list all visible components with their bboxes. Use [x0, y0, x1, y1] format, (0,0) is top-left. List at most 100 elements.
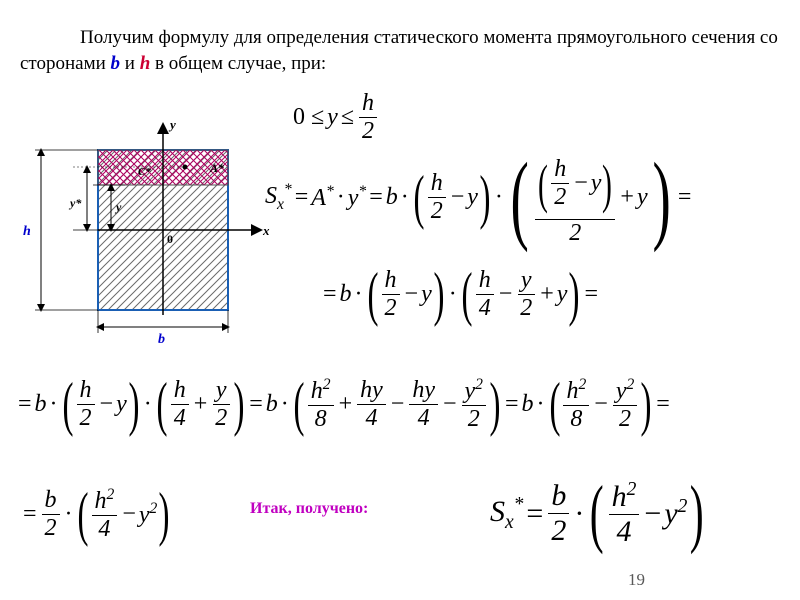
cross-section-diagram: y x 0 A* C* y y* h b [15, 115, 270, 355]
l3-dot1: · [47, 391, 61, 418]
l3-eq1: = [15, 391, 35, 418]
l3-rp1: ) [128, 370, 139, 439]
l2-minus2: − [496, 281, 516, 308]
l1-A-sup: * [326, 183, 334, 200]
b-dim-label: b [158, 332, 165, 347]
l2-rp1: ) [433, 260, 444, 329]
l1-minus: − [448, 184, 468, 211]
l2-lp2: ( [461, 260, 472, 329]
l3-lp3: ( [293, 370, 304, 439]
l2-lp1: ( [367, 260, 378, 329]
l3-lp1: ( [62, 370, 73, 439]
equation-line-4: = b2 · ( h24 − y2 ) [20, 480, 171, 549]
final-b2: b2 [548, 479, 569, 548]
l1-h2: h2 [428, 170, 446, 225]
l3-dot3: · [278, 391, 292, 418]
equation-line-2: = b · ( h2 − y ) · ( h4 − y2 + y ) = [320, 260, 601, 329]
l2-dot2: · [446, 281, 460, 308]
a-star-label: A* [209, 161, 225, 175]
sx-sub: x [277, 196, 284, 213]
l2-y: y [421, 281, 432, 308]
l1-rp-outer: ) [652, 140, 670, 255]
l3-rp2: ) [234, 370, 245, 439]
l3-h4n: h [171, 377, 189, 405]
l1-h: h [428, 170, 446, 198]
ystar-dim-label: y* [68, 196, 82, 210]
range-le2: ≤ [338, 104, 357, 131]
l3-y2n: y [213, 377, 230, 405]
l3-minus2: − [388, 391, 408, 418]
l1-bf-h: h [551, 156, 569, 184]
axis-y-label: y [168, 117, 176, 132]
origin-label: 0 [167, 232, 173, 246]
l2-plus: + [537, 281, 557, 308]
l2-h: h [382, 267, 400, 295]
l2-2: 2 [382, 295, 400, 322]
l3-t4d: 2 [465, 406, 483, 433]
l1-b: b [386, 184, 398, 211]
l2-h4-d: 4 [476, 295, 494, 322]
l1-y-sup: * [358, 183, 366, 200]
final-dot: · [571, 497, 587, 531]
l3-minus4: − [591, 391, 611, 418]
l4-lp: ( [77, 480, 88, 549]
range-h2: h 2 [359, 90, 377, 145]
l3-lp2: ( [156, 370, 167, 439]
l3-dot2: · [141, 391, 155, 418]
l1-dot1: · [334, 184, 348, 211]
l3-trail: = [653, 391, 673, 418]
equation-line-3: = b · ( h2 − y ) · ( h4 + y2 ) = b · ( h… [15, 370, 673, 439]
l2-minus: − [402, 281, 422, 308]
y-dim-label: y [114, 200, 122, 214]
h-dim-label: h [23, 224, 31, 239]
l1-plus: + [617, 184, 637, 211]
conclusion-text: Итак, получено: [250, 500, 368, 518]
l2-y2: y [557, 281, 568, 308]
l3-t2d: 4 [362, 405, 380, 432]
l3-rp4: ) [641, 370, 652, 439]
l1-A: A* [311, 183, 333, 212]
l3-rp3: ) [489, 370, 500, 439]
l2-h4: h4 [476, 267, 494, 322]
l4-h24: h24 [92, 486, 118, 543]
l3-t1d: 8 [312, 406, 330, 433]
l2-y2f: y2 [517, 267, 535, 322]
l3-g3t1n: h2 [563, 376, 589, 406]
l1-bf-den: 2 [566, 220, 584, 247]
final-4: 4 [614, 515, 635, 549]
final-sup: * [514, 494, 524, 515]
equation-line-1: Sx* = A* · y* = b · ( h2 − y ) · ( ( h2 … [265, 140, 694, 255]
l3-lp4: ( [549, 370, 560, 439]
l1-y3: y [637, 184, 648, 211]
l2-h4-n: h [476, 267, 494, 295]
l3-t2: hy4 [357, 377, 386, 432]
l3-b3: b [522, 391, 534, 418]
l4-2: 2 [42, 515, 60, 542]
l2-b: b [340, 281, 352, 308]
final-h24: h24 [609, 479, 640, 549]
l3-g3t2n: y2 [613, 376, 637, 406]
l3-t2n: hy [357, 377, 386, 405]
l3-y1: y [116, 391, 127, 418]
l1-eq1: = [292, 184, 312, 211]
l1-lp1: ( [413, 163, 424, 232]
l3-t4n: y2 [462, 376, 486, 406]
intro-text: Получим формулу для определения статичес… [20, 25, 780, 76]
range-y: y [327, 104, 338, 131]
l2-y2n: y [518, 267, 535, 295]
l2-trail: = [581, 281, 601, 308]
intro-and: и [125, 53, 140, 74]
l3-g3t1d: 8 [567, 406, 585, 433]
final-lp: ( [590, 470, 604, 557]
l3-b2: b [266, 391, 278, 418]
l3-t3n: hy [409, 377, 438, 405]
final-sx: Sx* [490, 494, 523, 534]
l4-b: b [42, 487, 60, 515]
var-h: h [140, 53, 151, 74]
l1-bigfrac-num: ( h2 − y ) [535, 149, 615, 220]
l2-h2: h2 [382, 267, 400, 322]
l4-minus: − [119, 501, 139, 528]
l1-bf-2: 2 [551, 184, 569, 211]
final-h2n: h2 [609, 479, 640, 515]
l4-dot: · [62, 501, 76, 528]
